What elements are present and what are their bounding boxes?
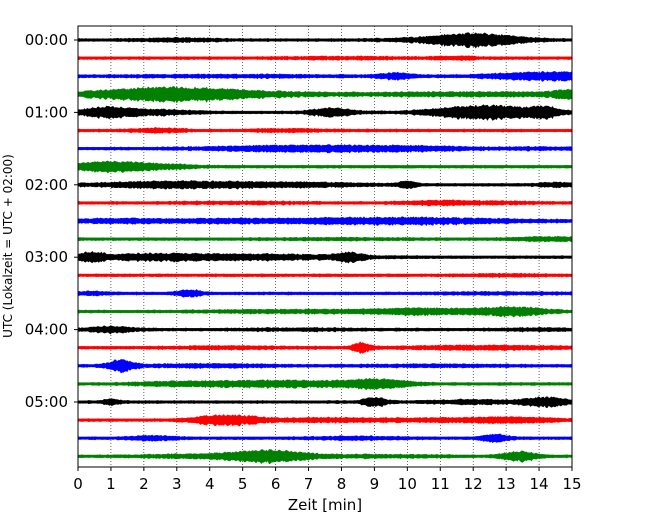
y-axis-label: UTC (Lokalzeit = UTC + 02:00) <box>1 154 15 338</box>
seismogram-trace-0330 <box>77 289 573 298</box>
seismogram-trace-0400 <box>77 325 573 335</box>
x-tick-label: 12 <box>464 475 483 493</box>
x-tick-label: 0 <box>73 475 83 493</box>
y-axis: 00:00 01:00 02:00 03:00 04:00 05:00 <box>25 31 78 411</box>
x-tick-label: 1 <box>106 475 116 493</box>
x-tick-label: 3 <box>172 475 182 493</box>
seismogram-trace-0545 <box>77 449 573 465</box>
seismogram-trace-0315 <box>77 272 573 279</box>
x-axis-label: Zeit [min] <box>288 496 362 514</box>
seismogram-trace-0245 <box>77 235 573 243</box>
x-tick-label: 4 <box>205 475 215 493</box>
x-tick-label: 5 <box>238 475 248 493</box>
seismogram-trace-0045 <box>77 86 573 104</box>
x-axis: 0 1 2 3 4 5 6 7 8 9 10 11 12 13 14 15 <box>73 467 582 493</box>
x-tick-label: 2 <box>139 475 149 493</box>
seismogram-trace-0530 <box>77 433 573 444</box>
seismogram-trace-0345 <box>77 305 573 318</box>
seismogram-trace-0230 <box>77 216 573 227</box>
seismogram-trace-0445 <box>77 378 573 391</box>
seismogram-trace-0300 <box>77 250 573 264</box>
y-tick-label: 00:00 <box>25 31 68 49</box>
seismogram-trace-0215 <box>77 199 573 207</box>
seismogram-trace-0415 <box>77 341 573 355</box>
y-tick-label: 03:00 <box>25 248 68 266</box>
x-tick-label: 10 <box>398 475 417 493</box>
seismogram-trace-0130 <box>77 144 573 154</box>
plot-frame <box>77 25 573 468</box>
seismogram-trace-0000 <box>77 32 573 49</box>
x-tick-label: 14 <box>530 475 549 493</box>
seismogram-trace-0500 <box>77 396 573 409</box>
seismogram-trace-0115 <box>77 127 573 134</box>
y-tick-label: 01:00 <box>25 103 68 121</box>
x-tick-label: 8 <box>337 475 347 493</box>
y-tick-label: 04:00 <box>25 321 68 339</box>
seismogram-trace-0515 <box>77 413 573 427</box>
x-tick-label: 11 <box>431 475 450 493</box>
seismogram-trace-0030 <box>77 70 573 82</box>
x-tick-label: 13 <box>497 475 516 493</box>
x-tick-label: 9 <box>370 475 380 493</box>
x-tick-label: 6 <box>271 475 281 493</box>
seismogram-trace-0100 <box>77 104 573 121</box>
seismogram-traces <box>77 32 573 465</box>
seismogram-trace-0200 <box>77 179 573 190</box>
x-tick-label: 7 <box>304 475 314 493</box>
x-tick-label: 15 <box>562 475 581 493</box>
seismogram-trace-0430 <box>77 359 573 374</box>
seismogram-trace-0145 <box>77 160 573 174</box>
y-tick-label: 02:00 <box>25 176 68 194</box>
y-tick-label: 05:00 <box>25 393 68 411</box>
seismogram-trace-0015 <box>77 55 573 62</box>
